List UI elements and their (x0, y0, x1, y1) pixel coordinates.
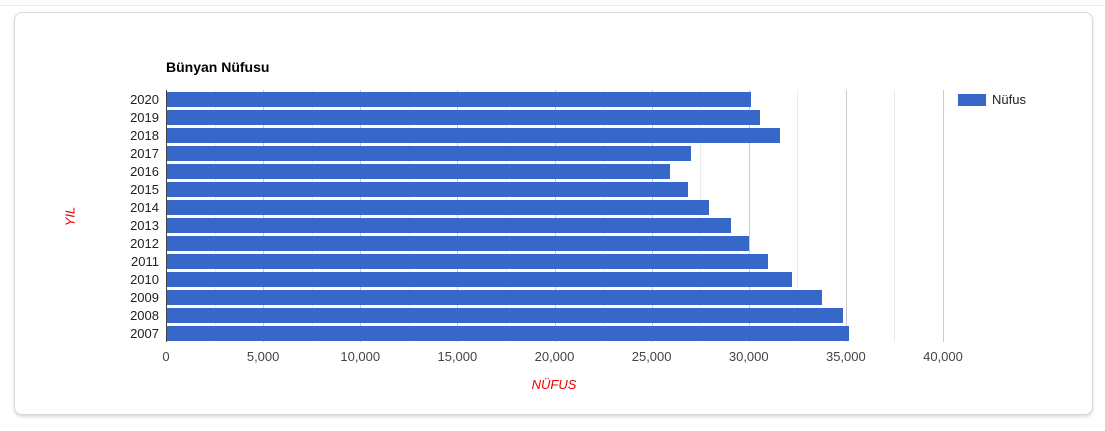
bar-2008[interactable] (167, 307, 843, 323)
top-divider (0, 5, 1105, 6)
legend-label: Nüfus (992, 92, 1026, 107)
bar-2015[interactable] (167, 181, 688, 197)
y-tick-label-2014: 2014 (130, 199, 159, 215)
bar-2012[interactable] (167, 235, 749, 251)
gridline-minor (603, 90, 605, 342)
y-tick-label-2007: 2007 (130, 325, 159, 341)
y-axis-line (166, 90, 167, 342)
y-tick-label-2015: 2015 (130, 181, 159, 197)
gridline-major (845, 90, 847, 342)
x-axis-title: NÜFUS (531, 377, 577, 392)
gridline-major (554, 90, 556, 342)
y-tick-label-2010: 2010 (130, 271, 159, 287)
chart-title: Bünyan Nüfusu (166, 59, 270, 75)
x-tick-label: 30,000 (728, 349, 769, 364)
gridline-major (263, 90, 265, 342)
gridline-major (748, 90, 750, 342)
gridline-minor (505, 90, 507, 342)
gridline-minor (214, 90, 216, 342)
y-tick-label-2016: 2016 (130, 163, 159, 179)
bar-2007[interactable] (167, 325, 849, 341)
bar-2020[interactable] (167, 91, 751, 107)
y-tick-label-2017: 2017 (130, 145, 159, 161)
legend-color-swatch (958, 94, 986, 106)
x-tick-label: 10,000 (340, 349, 381, 364)
gridline-minor (408, 90, 410, 342)
bar-2018[interactable] (167, 127, 780, 143)
x-tick-label: 40,000 (923, 349, 963, 364)
y-axis-title: YIL (62, 206, 78, 227)
y-tick-label-2019: 2019 (130, 109, 159, 125)
y-tick-label-2008: 2008 (130, 307, 159, 323)
x-tick-label: 15,000 (437, 349, 478, 364)
bar-2010[interactable] (167, 271, 793, 287)
y-tick-label-2020: 2020 (130, 91, 159, 107)
x-tick-label: 35,000 (825, 349, 866, 364)
gridline-major (360, 90, 362, 342)
gridline-major (651, 90, 653, 342)
x-tick-label: 5,000 (246, 349, 280, 364)
y-tick-label-2012: 2012 (130, 235, 159, 251)
x-tick-label: 0 (162, 349, 170, 364)
gridline-major (457, 90, 459, 342)
bar-2019[interactable] (167, 109, 761, 125)
gridline-minor (311, 90, 313, 342)
y-tick-label-2018: 2018 (130, 127, 159, 143)
x-tick-label: 25,000 (631, 349, 672, 364)
plot-area (166, 90, 956, 342)
gridline-minor (894, 90, 896, 342)
bar-2014[interactable] (167, 199, 709, 215)
gridline-minor (700, 90, 702, 342)
bar-2013[interactable] (167, 217, 732, 233)
bar-2011[interactable] (167, 253, 769, 269)
y-tick-label-2013: 2013 (130, 217, 159, 233)
y-tick-label-2009: 2009 (130, 289, 159, 305)
legend: Nüfus (958, 93, 1026, 107)
gridline-major (943, 90, 944, 342)
bar-2017[interactable] (167, 145, 692, 161)
bar-2016[interactable] (167, 163, 671, 179)
x-tick-label: 20,000 (534, 349, 575, 364)
gridline-minor (797, 90, 799, 342)
legend-item-nufus[interactable]: Nüfus (958, 93, 1026, 107)
chart-card: Bünyan Nüfusu Nüfus NÜFUS YIL 2020 2019 20… (14, 12, 1093, 415)
bar-2009[interactable] (167, 289, 822, 305)
y-tick-label-2011: 2011 (131, 253, 159, 269)
